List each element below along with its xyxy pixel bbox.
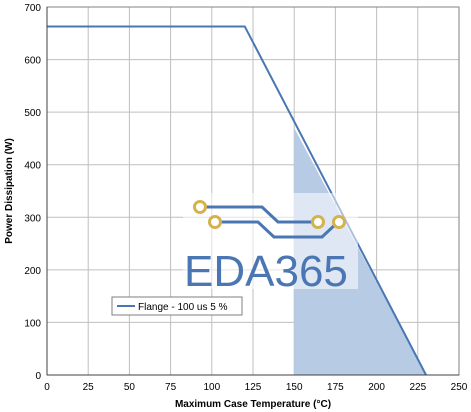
y-tick-label-400: 400 [24, 161, 41, 172]
y-tick-label-0: 0 [35, 371, 41, 382]
y-tick-labels: 0 100 200 300 400 500 600 700 [24, 3, 41, 382]
y-tick-label-200: 200 [24, 266, 41, 277]
trace-pad-3 [332, 215, 346, 229]
x-tick-label-150: 150 [286, 382, 303, 393]
x-tick-label-200: 200 [368, 382, 385, 393]
y-tick-label-500: 500 [24, 108, 41, 119]
x-tick-label-50: 50 [124, 382, 136, 393]
trace-pad-2 [311, 215, 325, 229]
legend: Flange - 100 us 5 % [111, 296, 243, 316]
x-axis-title: Maximum Case Temperature (°C) [175, 399, 331, 410]
watermark-text: EDA365 [184, 247, 348, 296]
legend-box [111, 296, 243, 316]
shaded-region [294, 127, 427, 376]
x-tick-label-25: 25 [83, 382, 95, 393]
y-tick-label-600: 600 [24, 56, 41, 67]
watermark-logo: EDA365 [183, 193, 358, 296]
x-tick-label-250: 250 [451, 382, 468, 393]
x-tick-label-0: 0 [44, 382, 50, 393]
x-tick-labels: 0 25 50 75 100 125 150 175 200 225 250 [44, 382, 468, 393]
shaded-triangle [294, 127, 427, 376]
axes [46, 6, 460, 376]
y-tick-label-100: 100 [24, 318, 41, 329]
trace-pad-0 [193, 200, 207, 214]
x-tick-label-175: 175 [327, 382, 344, 393]
circuit-traces-icon [193, 200, 346, 239]
x-tick-label-75: 75 [165, 382, 177, 393]
trace-pad-1 [208, 215, 222, 229]
y-tick-label-700: 700 [24, 3, 41, 14]
watermark-background [183, 193, 358, 289]
x-tick-label-125: 125 [245, 382, 262, 393]
y-axis-title: Power Dissipation (W) [4, 138, 15, 244]
x-tick-label-100: 100 [203, 382, 220, 393]
trace-bottom [215, 220, 340, 239]
x-tick-label-225: 225 [409, 382, 426, 393]
trace-top [200, 205, 318, 224]
y-tick-label-300: 300 [24, 213, 41, 224]
legend-label: Flange - 100 us 5 % [138, 302, 228, 313]
